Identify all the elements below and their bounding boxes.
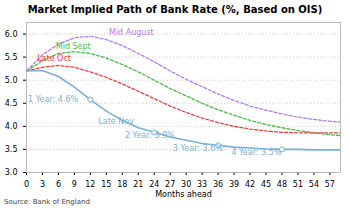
svg-text:30: 30	[181, 180, 191, 189]
svg-text:4.5: 4.5	[5, 99, 18, 108]
svg-text:18: 18	[117, 180, 127, 189]
html-text:Source: Bank of England: Source: Bank of England	[4, 198, 90, 206]
svg-text:4.0: 4.0	[5, 122, 18, 131]
svg-text:Mid Sept: Mid Sept	[56, 42, 91, 51]
svg-text:0: 0	[24, 180, 29, 189]
svg-text:39: 39	[229, 180, 239, 189]
svg-text:3.0: 3.0	[5, 168, 18, 177]
svg-text:9: 9	[72, 180, 77, 189]
svg-text:54: 54	[309, 180, 319, 189]
svg-text:57: 57	[325, 180, 335, 189]
svg-text:48: 48	[277, 180, 287, 189]
svg-text:4 Year: 3.5%: 4 Year: 3.5%	[231, 148, 281, 157]
svg-text:33: 33	[197, 180, 207, 189]
svg-text:36: 36	[213, 180, 223, 189]
svg-text:3 Year: 3.6%: 3 Year: 3.6%	[173, 144, 223, 153]
svg-text:24: 24	[149, 180, 159, 189]
svg-text:27: 27	[165, 180, 175, 189]
html-text:Market Implied Path of Bank Ra: Market Implied Path of Bank Rate (%, Bas…	[27, 4, 323, 15]
svg-text:6.0: 6.0	[5, 30, 18, 39]
svg-text:Mid August: Mid August	[109, 28, 154, 37]
svg-text:1 Year: 4.6%: 1 Year: 4.6%	[28, 95, 78, 104]
svg-text:21: 21	[133, 180, 143, 189]
svg-text:51: 51	[293, 180, 303, 189]
svg-text:45: 45	[261, 180, 271, 189]
svg-text:Late Nov: Late Nov	[98, 117, 134, 126]
svg-text:12: 12	[85, 180, 95, 189]
svg-text:42: 42	[245, 180, 255, 189]
svg-text:3: 3	[40, 180, 45, 189]
svg-text:Late Oct: Late Oct	[37, 54, 71, 63]
svg-text:3.5: 3.5	[5, 145, 18, 154]
svg-text:5.5: 5.5	[5, 53, 18, 62]
svg-text:Months ahead: Months ahead	[155, 190, 212, 199]
svg-text:6: 6	[56, 180, 61, 189]
svg-text:2 Year: 3.9%: 2 Year: 3.9%	[125, 131, 175, 140]
svg-text:5.0: 5.0	[5, 76, 18, 85]
svg-text:15: 15	[101, 180, 111, 189]
